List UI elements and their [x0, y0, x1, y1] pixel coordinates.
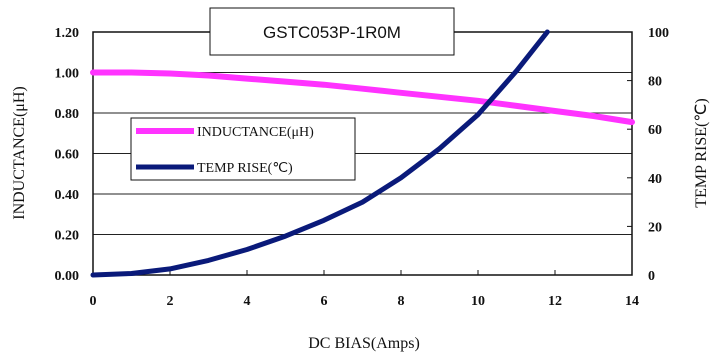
x-tick-label: 6 [321, 294, 328, 309]
chart-title-frame [209, 7, 455, 56]
left-axis-ticks: 0.00 0.20 0.40 0.60 0.80 1.00 1.20 [55, 26, 80, 284]
right-axis-title: TEMP RISE(℃) [693, 98, 710, 207]
left-y-tick-label: 0.40 [55, 188, 80, 203]
right-y-tick-label: 60 [648, 123, 662, 138]
series-line-inductance [90, 69, 635, 126]
x-tick-label: 12 [548, 294, 562, 309]
right-y-tick-label: 80 [648, 75, 662, 90]
chart-title-box: GSTC053P-1R0M [209, 7, 455, 56]
x-axis-title: DC BIAS(Amps) [308, 335, 420, 352]
left-y-tick-label: 0.20 [55, 229, 80, 244]
right-axis-ticks: 0 20 40 60 80 100 [627, 26, 669, 284]
left-axis-title: INDUCTANCE(μH) [11, 86, 28, 220]
left-y-tick-label: 1.20 [55, 26, 80, 41]
legend-label-inductance: INDUCTANCE(μH) [197, 125, 314, 140]
legend-label-temp-rise: TEMP RISE(℃) [197, 161, 293, 176]
right-y-tick-label: 20 [648, 220, 662, 235]
legend: INDUCTANCE(μH) TEMP RISE(℃) [130, 117, 356, 181]
right-y-tick-label: 0 [648, 269, 655, 284]
series-layer [90, 29, 635, 278]
left-y-tick-label: 1.00 [55, 67, 80, 82]
x-tick-label: 2 [167, 294, 174, 309]
x-axis-ticks: 0 2 4 6 8 10 12 14 [90, 270, 639, 309]
chart-title: GSTC053P-1R0M [263, 23, 401, 42]
right-y-tick-label: 40 [648, 172, 662, 187]
left-y-tick-label: 0.00 [55, 269, 80, 284]
right-y-tick-label: 100 [648, 26, 669, 41]
series-line-temp-rise [90, 29, 550, 278]
left-y-tick-label: 0.80 [55, 107, 80, 122]
x-tick-label: 10 [471, 294, 485, 309]
x-tick-label: 8 [398, 294, 405, 309]
x-tick-label: 14 [625, 294, 639, 309]
left-y-tick-label: 0.60 [55, 148, 80, 163]
x-tick-label: 4 [244, 294, 251, 309]
x-tick-label: 0 [90, 294, 97, 309]
